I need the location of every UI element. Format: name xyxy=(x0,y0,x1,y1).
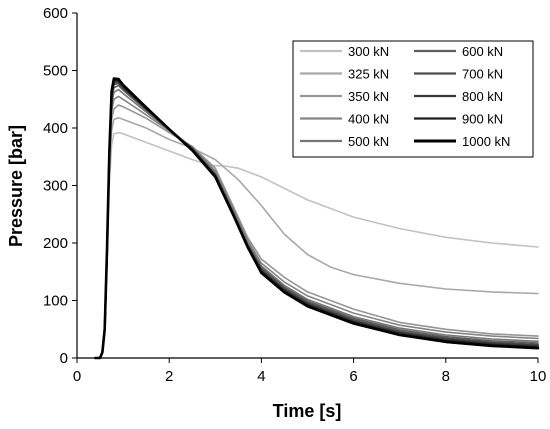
legend-label: 300 kN xyxy=(348,44,389,59)
legend-label: 600 kN xyxy=(462,44,503,59)
y-tick-label: 200 xyxy=(43,235,68,252)
y-tick-label: 500 xyxy=(43,63,68,80)
legend-label: 1000 kN xyxy=(462,134,510,149)
y-tick-label: 100 xyxy=(43,293,68,310)
x-tick-label: 2 xyxy=(165,368,173,385)
y-tick-label: 0 xyxy=(60,350,68,367)
y-tick-label: 400 xyxy=(43,120,68,137)
x-tick-label: 0 xyxy=(73,368,81,385)
series-layer xyxy=(94,77,540,360)
y-tick-label: 300 xyxy=(43,178,68,195)
legend-label: 800 kN xyxy=(462,89,503,104)
x-tick-label: 4 xyxy=(257,368,265,385)
legend-label: 900 kN xyxy=(462,112,503,127)
legend-label: 350 kN xyxy=(348,89,389,104)
legend-label: 325 kN xyxy=(348,67,389,82)
legend-label: 700 kN xyxy=(462,67,503,82)
y-tick-label: 600 xyxy=(43,5,68,22)
ticks-layer: 0 100 200 300 400 500 600 0 2 4 6 8 10 xyxy=(43,5,546,385)
legend-label: 500 kN xyxy=(348,134,389,149)
x-axis-title: Time [s] xyxy=(273,401,342,421)
x-tick-label: 8 xyxy=(442,368,450,385)
x-tick-label: 10 xyxy=(530,368,547,385)
series-line xyxy=(94,77,540,360)
y-axis-title: Pressure [bar] xyxy=(6,125,26,247)
x-tick-label: 6 xyxy=(349,368,357,385)
series-line xyxy=(94,131,539,359)
legend-label: 400 kN xyxy=(348,112,389,127)
legend: 300 kN 325 kN 350 kN 400 kN 500 kN 600 kN 700 … xyxy=(292,40,534,158)
legend-box xyxy=(292,40,534,158)
